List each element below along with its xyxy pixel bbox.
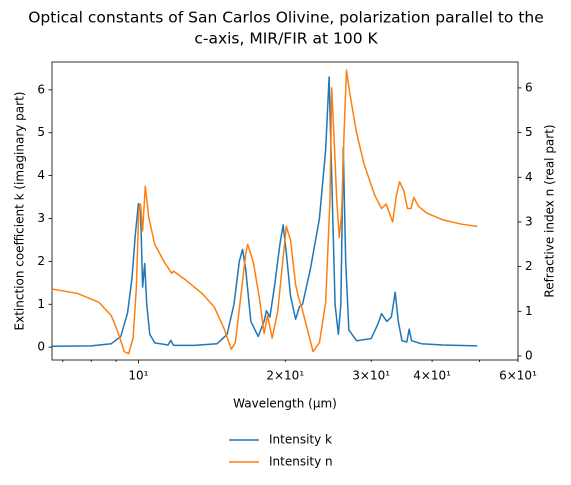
y2-tick-label: 0 xyxy=(525,348,533,362)
y-axis-label: Extinction coefficient k (imaginary part… xyxy=(13,92,27,331)
x-tick-label: 2×10¹ xyxy=(266,369,304,383)
y2-tick-label: 3 xyxy=(525,214,533,228)
y-tick-label: 4 xyxy=(37,168,45,182)
y2-tick-label: 5 xyxy=(525,125,533,139)
chart-title: Optical constants of San Carlos Olivine,… xyxy=(28,9,544,27)
y2-tick-label: 6 xyxy=(525,80,533,94)
legend-label: Intensity n xyxy=(269,455,333,469)
y-tick-label: 2 xyxy=(37,254,45,268)
y2-tick-label: 2 xyxy=(525,259,533,273)
x-axis-label: Wavelength (μm) xyxy=(233,397,337,411)
legend-label: Intensity k xyxy=(269,433,332,447)
y-tick-label: 6 xyxy=(37,82,45,96)
data-line xyxy=(51,76,478,348)
y-tick-label: 1 xyxy=(37,297,45,311)
y2-tick-label: 4 xyxy=(525,170,533,184)
x-tick-label: 4×10¹ xyxy=(413,369,451,383)
plot-frame xyxy=(51,61,519,361)
y-tick-label: 5 xyxy=(37,125,45,139)
x-tick-label: 6×10¹ xyxy=(499,369,537,383)
y-tick-label: 3 xyxy=(37,211,45,225)
y-tick-label: 0 xyxy=(37,340,45,354)
chart-title: c-axis, MIR/FIR at 100 K xyxy=(194,30,378,48)
x-tick-label: 3×10¹ xyxy=(352,369,390,383)
data-line xyxy=(51,69,478,355)
x-tick-label: 10¹ xyxy=(128,369,148,383)
y2-tick-label: 1 xyxy=(525,304,533,318)
y2-axis-label: Refractive index n (real part) xyxy=(543,124,557,297)
